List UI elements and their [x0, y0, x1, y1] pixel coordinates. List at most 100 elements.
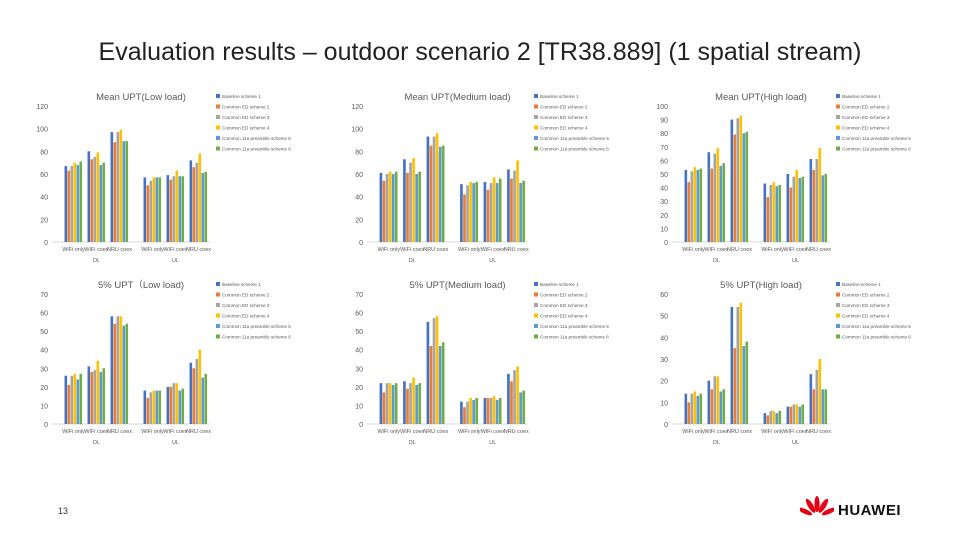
y-tick-label: 20: [355, 217, 363, 224]
bar: [778, 411, 782, 424]
x-tick-label: NRU coex: [727, 429, 752, 435]
bar: [96, 360, 100, 424]
bar: [812, 169, 816, 242]
x-tick-label: NRU coex: [423, 429, 448, 435]
legend-swatch: [534, 303, 538, 307]
legend-entry: Common ED scheme 3: [222, 303, 270, 308]
y-tick-label: 70: [660, 145, 668, 152]
legend-swatch: [534, 115, 538, 119]
bar: [90, 159, 94, 242]
legend-entry: Baseline scheme 1: [540, 282, 579, 287]
bar: [438, 146, 442, 242]
bar: [394, 383, 398, 424]
logo-text: HUAWEI: [838, 502, 901, 519]
x-tick-label: NRU coex: [186, 429, 211, 435]
chart-title: 5% UPT(High load): [720, 280, 802, 291]
bar: [772, 411, 776, 424]
x-tick-label: WiFi only: [141, 247, 164, 253]
legend-entry: Common ED scheme 4: [842, 126, 890, 131]
y-tick-label: 40: [40, 348, 48, 355]
y-tick-label: 50: [40, 329, 48, 336]
x-tick-label: NRU coex: [186, 247, 211, 253]
x-tick-label: WiFi coex: [783, 429, 807, 435]
chart-title: 5% UPT(Medium load): [409, 280, 505, 291]
bar: [432, 136, 436, 242]
bar: [96, 152, 100, 242]
bar: [102, 368, 106, 424]
bar: [469, 181, 472, 242]
bar: [696, 169, 700, 242]
y-tick-label: 80: [355, 149, 363, 156]
bar: [472, 399, 475, 424]
bar: [64, 166, 68, 242]
x-tick-label: WiFi only: [458, 247, 481, 253]
legend-swatch: [534, 292, 538, 297]
bar: [178, 176, 182, 242]
bar: [435, 133, 439, 242]
x-tick-label: WiFi only: [761, 247, 784, 253]
bar: [775, 413, 779, 424]
bar: [379, 383, 383, 424]
chart-5pct-upt-low-load: 5% UPT（Low load) 0 10 20 30 40 50 60 70 WiFi only…: [30, 276, 320, 452]
bar: [102, 162, 106, 242]
x-tick-label: WiFi only: [377, 247, 400, 253]
chart-mean-upt-medium-load: Mean UPT(Medium load) 0 20 40 60 80 100 120 WiFi…: [345, 88, 640, 270]
bar: [394, 171, 398, 242]
huawei-logo: HUAWEI: [800, 496, 910, 524]
x-tick-label: WiFi only: [458, 429, 481, 435]
y-tick-label: 0: [44, 422, 48, 429]
bar: [76, 379, 80, 424]
legend-entry: Common 11a preamble scheme 5: [222, 324, 291, 329]
bar: [795, 169, 799, 242]
bar: [516, 160, 519, 242]
legend-swatch: [836, 94, 840, 98]
bar: [409, 383, 412, 424]
bar: [76, 164, 80, 242]
bar: [189, 362, 193, 424]
bar: [149, 392, 153, 424]
x-tick-label: WiFi coex: [163, 247, 187, 253]
y-tick-label: 100: [36, 127, 48, 134]
legend-swatch: [216, 136, 220, 140]
legend-swatch: [216, 104, 220, 109]
y-tick-label: 10: [660, 400, 668, 407]
legend-entry: Common ED scheme 2: [540, 105, 588, 110]
y-tick-label: 30: [40, 366, 48, 373]
bar: [175, 170, 179, 242]
bar: [469, 398, 472, 424]
legend-entry: Common ED scheme 3: [222, 115, 270, 120]
x-tick-label: WiFi coex: [704, 429, 728, 435]
bar: [99, 372, 103, 424]
chart-5pct-upt-high-load: 5% UPT(High load) 0 10 20 30 40 50 60 WiFi only W…: [650, 276, 940, 452]
x-group-label: DL: [409, 440, 416, 446]
legend-swatch: [216, 334, 220, 339]
bar: [192, 167, 196, 242]
bar: [792, 176, 796, 242]
y-tick-label: 10: [40, 403, 48, 410]
bar: [119, 129, 123, 242]
legend-swatch: [216, 94, 220, 98]
bar: [155, 390, 159, 424]
bar: [441, 145, 445, 242]
y-tick-label: 0: [359, 422, 363, 429]
y-tick-label: 0: [359, 240, 363, 247]
bar: [733, 134, 737, 242]
legend-entry: Common ED scheme 2: [222, 105, 270, 110]
bar: [522, 180, 526, 242]
y-tick-label: 60: [660, 292, 668, 299]
bar: [483, 398, 487, 424]
bar: [821, 175, 825, 242]
bar: [67, 385, 71, 424]
chart-mean-upt-high-load: Mean UPT(High load) 0 10 20 30 40 50 60 70 80 90 10…: [650, 88, 940, 270]
y-tick-label: 20: [40, 217, 48, 224]
y-tick-label: 40: [660, 335, 668, 342]
bar: [789, 187, 793, 242]
bar: [786, 174, 790, 242]
legend-entry: Common ED scheme 3: [842, 303, 890, 308]
y-tick-label: 80: [660, 131, 668, 138]
bar: [166, 386, 170, 424]
x-tick-label: WiFi coex: [84, 247, 108, 253]
bar: [824, 389, 828, 424]
legend-entry: Common 11a preamble scheme 6: [540, 147, 609, 152]
